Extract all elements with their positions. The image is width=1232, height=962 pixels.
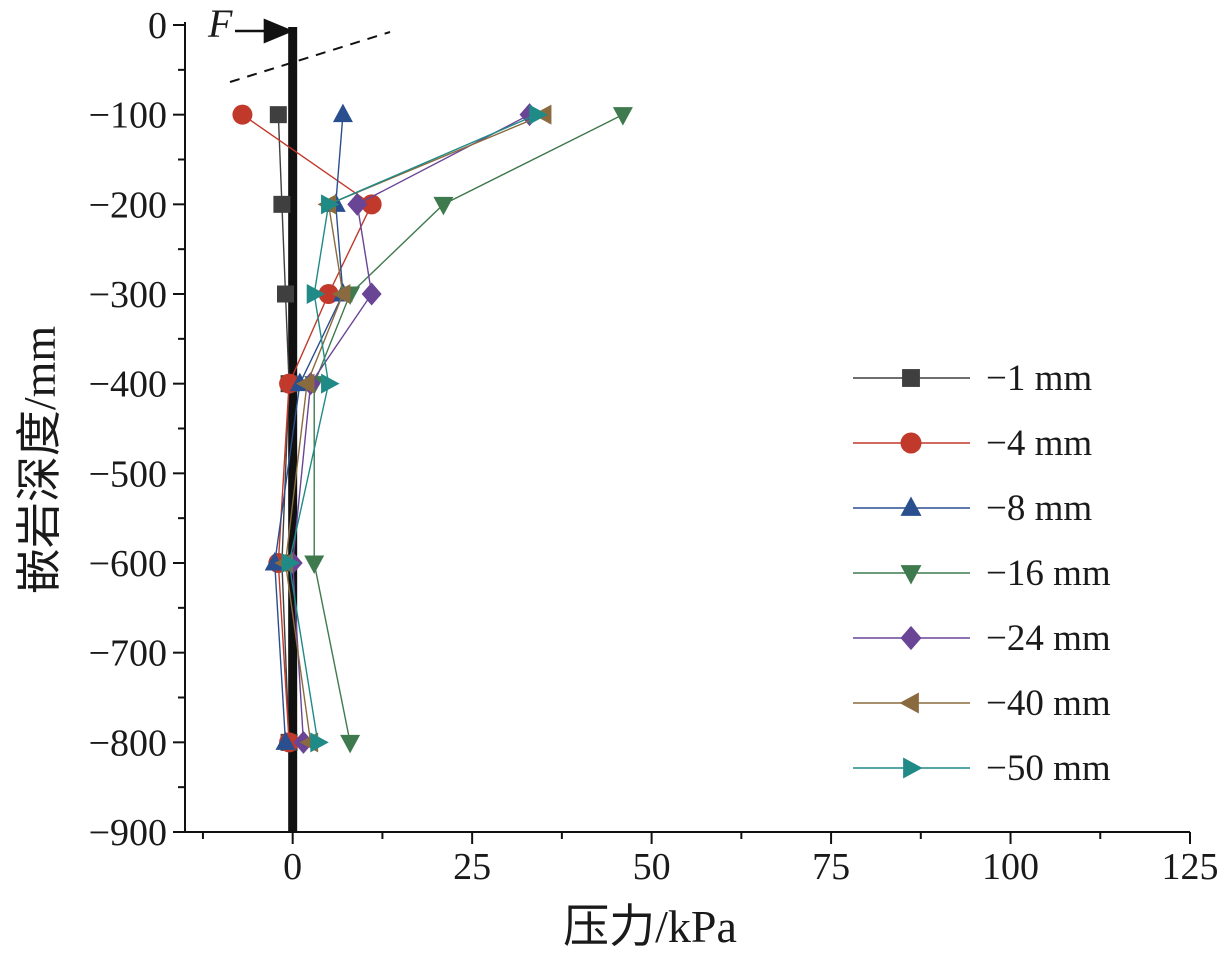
data-point — [281, 553, 301, 573]
legend-marker — [900, 565, 922, 585]
data-point — [310, 732, 329, 753]
legend-label: −40 mm — [986, 683, 1111, 724]
x-tick-label: 50 — [633, 846, 671, 888]
legend-marker — [900, 432, 922, 454]
x-tick-label: 125 — [1162, 846, 1219, 888]
legend-label: −1 mm — [986, 358, 1092, 399]
y-tick-label: −700 — [89, 633, 167, 675]
series-6 — [274, 104, 552, 753]
legend-marker — [900, 625, 922, 651]
legend-marker — [899, 692, 919, 714]
legend-label: −50 mm — [986, 748, 1111, 789]
x-axis-title: 压力/kPa — [563, 901, 737, 952]
legend-label: −4 mm — [986, 423, 1092, 464]
legend-label: −16 mm — [986, 553, 1111, 594]
data-point — [331, 284, 351, 304]
y-tick-label: −500 — [89, 453, 167, 495]
series-group — [232, 103, 633, 754]
data-point — [433, 196, 454, 216]
annotation-group: F — [207, 1, 391, 832]
data-point — [612, 107, 633, 126]
legend-label: −8 mm — [986, 488, 1092, 529]
x-tick-label: 25 — [453, 846, 491, 888]
data-point — [306, 284, 326, 304]
series-line — [277, 114, 290, 743]
y-tick-label: −800 — [89, 722, 167, 764]
y-tick-label: −400 — [89, 364, 167, 406]
y-axis-title: 嵌岩深度/mm — [14, 326, 65, 595]
series-line — [313, 114, 624, 743]
legend-marker — [902, 369, 920, 387]
data-point — [296, 373, 315, 394]
legend-entry: −1 mm — [853, 358, 1092, 399]
data-point — [277, 285, 294, 303]
data-point — [321, 194, 340, 215]
y-tick-label: −100 — [89, 95, 167, 137]
series-7 — [281, 104, 548, 753]
legend-entry: −8 mm — [853, 488, 1092, 529]
legend-entry: −40 mm — [853, 683, 1111, 724]
data-point — [347, 192, 368, 216]
data-point — [273, 195, 291, 213]
series-line — [288, 114, 538, 743]
data-point — [232, 104, 253, 125]
legend-entry: −4 mm — [853, 423, 1092, 464]
data-point — [318, 284, 339, 304]
data-point — [332, 103, 353, 123]
x-tick-label: 100 — [982, 846, 1039, 888]
data-point — [304, 555, 325, 574]
legend-group: −1 mm −4 mm −8 mm −16 mm −24 mm −40 mm −50 mm — [853, 358, 1111, 789]
y-tick-label: 0 — [148, 5, 167, 47]
x-tick-label: 75 — [812, 846, 850, 888]
y-tick-label: −600 — [89, 543, 167, 585]
legend-entry: −16 mm — [853, 553, 1111, 594]
force-label: F — [207, 1, 233, 46]
data-point — [264, 552, 285, 571]
data-point — [269, 106, 287, 124]
dashed-line — [229, 31, 391, 83]
data-point — [275, 731, 296, 750]
y-tick-label: −900 — [89, 812, 167, 854]
legend-entry: −24 mm — [853, 618, 1111, 659]
x-tick-label: 0 — [283, 846, 302, 888]
data-point — [340, 734, 361, 754]
data-point — [529, 104, 548, 125]
axes-group: 0 −100 −200 −300 −400 −500 −600 −700 −800 −900 0 25… — [89, 5, 1219, 888]
y-tick-label: −300 — [89, 274, 167, 316]
legend-marker — [903, 757, 923, 779]
data-point — [321, 373, 340, 394]
legend-marker — [900, 496, 922, 516]
series-line — [242, 114, 373, 743]
data-point — [361, 282, 382, 306]
y-tick-label: −200 — [89, 184, 167, 226]
legend-label: −24 mm — [986, 618, 1111, 659]
legend-entry: −50 mm — [853, 748, 1111, 789]
